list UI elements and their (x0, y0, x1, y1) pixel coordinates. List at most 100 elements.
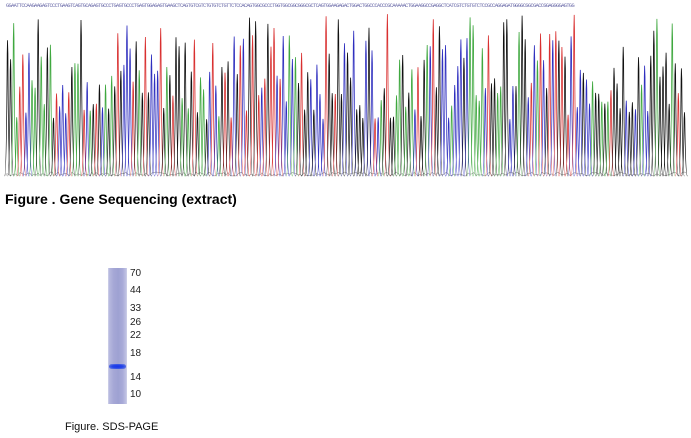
marker-label: 10 (130, 389, 142, 400)
trace-peak-G (491, 78, 498, 177)
trace-peak-C (62, 113, 69, 177)
trace-peak-A (497, 86, 504, 177)
trace-peak-G (304, 72, 311, 177)
trace-peak-C (59, 84, 66, 177)
sequencing-caption: Figure . Gene Sequencing (extract) (5, 191, 237, 207)
trace-peak-A (71, 63, 79, 177)
trace-peak-G (592, 92, 599, 177)
trace-peak-C (463, 38, 471, 177)
trace-peak-C (549, 40, 557, 177)
trace-peak-G (344, 52, 351, 177)
trace-peak-A (515, 31, 523, 177)
trace-peak-T (65, 92, 73, 177)
trace-peak-A (604, 101, 612, 177)
trace-peak-C (313, 64, 321, 177)
trace-peak-G (518, 15, 526, 177)
trace-peak-G (672, 63, 679, 177)
trace-peak-T (249, 35, 256, 177)
trace-peak-G (4, 40, 11, 177)
trace-peak-T (16, 86, 24, 177)
trace-peak-G (543, 88, 550, 177)
trace-peak-G (626, 111, 633, 177)
trace-peak-G (194, 112, 201, 177)
trace-peak-C (482, 88, 489, 177)
trace-peak-G (301, 109, 308, 177)
trace-peak-G (328, 93, 336, 177)
trace-peak-T (537, 33, 544, 177)
trace-peak-A (178, 98, 186, 177)
trace-peak-C (577, 69, 584, 177)
trace-peak-C (362, 40, 370, 177)
trace-peak-A (13, 117, 20, 177)
marker-label: 18 (130, 348, 142, 359)
marker-label: 22 (130, 330, 142, 341)
trace-peak-G (172, 37, 180, 177)
trace-peak-C (457, 39, 465, 177)
trace-peak-G (681, 112, 688, 177)
trace-peak-C (148, 54, 155, 177)
trace-peak-T (209, 42, 217, 177)
trace-peak-C (567, 36, 575, 177)
trace-peak-C (22, 112, 30, 177)
trace-peak-G (50, 117, 57, 177)
trace-peak-G (34, 19, 42, 177)
trace-peak-A (668, 23, 676, 177)
trace-peak-G (387, 117, 394, 177)
trace-peak-G (460, 57, 468, 177)
trace-peak-C (623, 100, 630, 177)
trace-peak-A (184, 108, 192, 177)
trace-peak-G (433, 87, 440, 177)
trace-peak-A (466, 17, 474, 177)
trace-peak-G (381, 88, 388, 177)
trace-peak-G (188, 71, 195, 177)
trace-peak-T (322, 16, 330, 177)
trace-peak-G (616, 108, 624, 177)
trace-peak-G (347, 77, 354, 177)
trace-peak-G (132, 41, 140, 177)
trace-peak-A (41, 104, 48, 177)
trace-peak-G (629, 102, 636, 177)
trace-peak-C (426, 46, 434, 177)
trace-peak-C (154, 70, 161, 177)
trace-peak-A (393, 95, 400, 177)
trace-peak-C (123, 25, 131, 177)
trace-peak-G (356, 105, 364, 177)
trace-peak-T (332, 93, 339, 177)
trace-peak-G (390, 116, 397, 177)
trace-peak-G (139, 92, 146, 177)
trace-peak-G (246, 17, 253, 177)
trace-peak-T (607, 90, 615, 177)
trace-peak-A (402, 106, 409, 177)
trace-peak-A (200, 89, 207, 177)
trace-peak-T (546, 33, 553, 177)
trace-peak-T (129, 81, 137, 177)
trace-peak-T (93, 103, 100, 177)
trace-peak-C (25, 52, 33, 177)
trace-peak-G (488, 83, 495, 177)
protein-band (109, 364, 126, 369)
trace-peak-A (472, 95, 480, 177)
trace-peak-C (506, 119, 514, 177)
trace-peak-C (583, 79, 590, 177)
trace-peak-C (126, 48, 134, 177)
trace-peak-G (203, 119, 210, 177)
trace-peak-G (96, 84, 103, 177)
trace-peak-C (341, 43, 348, 177)
chromatogram-traces (4, 14, 688, 177)
trace-peak-G (234, 74, 241, 177)
trace-peak-T (53, 93, 60, 177)
trace-peak-A (28, 80, 36, 177)
trace-peak-T (485, 35, 492, 177)
trace-peak-C (454, 66, 462, 177)
trace-peak-T (221, 72, 229, 177)
trace-peak-C (374, 117, 382, 177)
trace-peak-C (273, 75, 281, 177)
sds-page-caption: Figure. SDS-PAGE (65, 421, 159, 433)
trace-peak-G (264, 23, 272, 177)
trace-peak-A (197, 77, 204, 177)
trace-peak-C (319, 118, 327, 177)
trace-peak-A (494, 92, 501, 177)
trace-peak-T (255, 95, 262, 177)
trace-peak-A (108, 75, 115, 177)
trace-peak-G (512, 86, 520, 177)
